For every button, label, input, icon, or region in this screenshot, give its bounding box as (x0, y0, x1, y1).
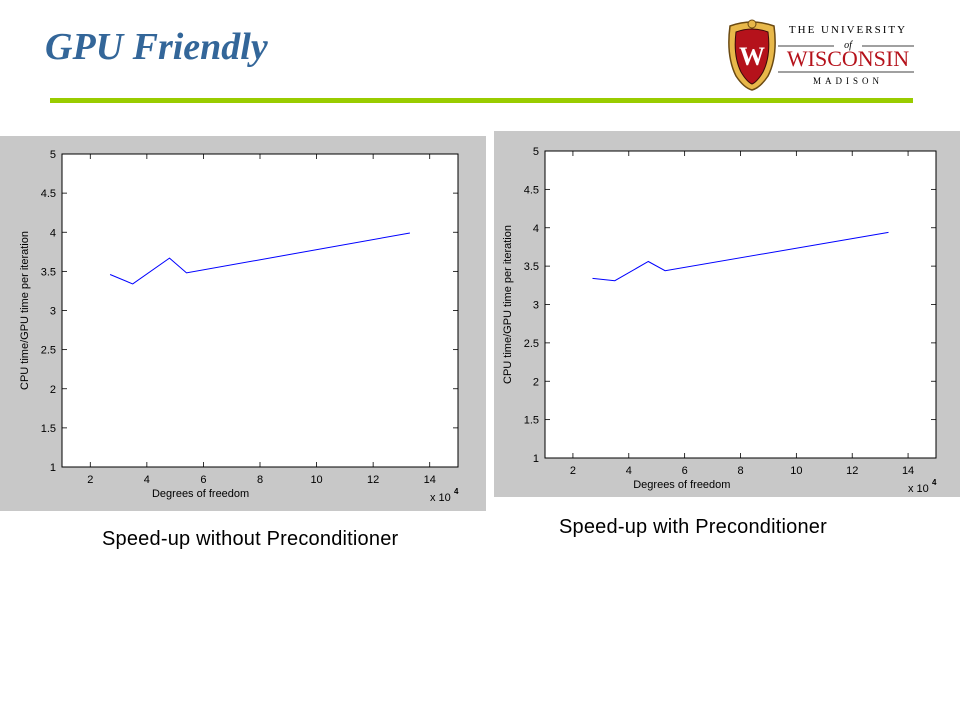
chart-1-x-tick-label: 6 (682, 465, 688, 477)
chart-1-series-0-line (592, 231, 889, 282)
chart-1-x-tick-label: 14 (902, 465, 914, 477)
chart-1-y-tick-label: 3.5 (524, 261, 539, 273)
chart-0-y-tick-label: 1 (50, 462, 56, 474)
chart-1-y-tick-label: 2.5 (524, 338, 539, 350)
chart-1-y-tick-label: 1 (533, 453, 539, 465)
logo-line4: MADISON (813, 76, 883, 86)
chart-0-y-tick-label: 5 (50, 149, 56, 161)
chart-0-x-axis-label: Degrees of freedom (152, 488, 249, 500)
chart-1-y-tick-label: 3 (533, 300, 539, 312)
caption-with-preconditioner: Speed-up with Preconditioner (559, 516, 827, 538)
chart-0-x-tick-label: 8 (257, 474, 263, 486)
logo-line2: of (844, 40, 853, 51)
chart-1-x-multiplier: x 10 (908, 483, 929, 495)
chart-0-x-multiplier-exponent: 4 (454, 487, 459, 496)
chart-0-x-tick-label: 4 (144, 474, 150, 486)
chart-0-y-tick-label: 2.5 (41, 345, 56, 357)
chart-1-x-tick-label: 12 (846, 465, 858, 477)
crest-letter: W (739, 42, 765, 71)
university-logo: W THE UNIVERSITY of WISCONSIN MADISON (728, 19, 914, 91)
chart-0-y-tick-label: 3 (50, 306, 56, 318)
chart-0-x-multiplier: x 10 (430, 492, 451, 504)
chart-1-x-tick-label: 4 (626, 465, 632, 477)
chart-1-x-tick-label: 8 (737, 465, 743, 477)
logo-line3: WISCONSIN (787, 46, 909, 71)
chart-1-y-tick-label: 4.5 (524, 184, 539, 196)
chart-0-y-tick-label: 3.5 (41, 266, 56, 278)
chart-right: 2 4 6 8 10 12 14 1 1.5 2 2.5 3 3.5 4 4.5 5 Degrees of fr… (502, 146, 937, 495)
crest-icon: W (728, 19, 776, 91)
chart-left: 2 4 6 8 10 12 14 1 1.5 2 2.5 3 3.5 4 4.5 5 Degrees of fr… (19, 149, 459, 504)
chart-panel-right: 2 4 6 8 10 12 14 1 1.5 2 2.5 3 3.5 4 4.5 5 Degrees of fr… (494, 131, 960, 497)
chart-0-x-tick-label: 12 (367, 474, 379, 486)
chart-1-y-tick-label: 1.5 (524, 415, 539, 427)
chart-0-y-tick-label: 4.5 (41, 188, 56, 200)
chart-0-plot-area (61, 153, 459, 468)
chart-0-y-axis-label: CPU time/GPU time per iteration (19, 231, 31, 390)
chart-0-y-tick-label: 2 (50, 384, 56, 396)
chart-1-y-tick-label: 4 (533, 223, 539, 235)
chart-0-x-tick-label: 2 (87, 474, 93, 486)
chart-1-x-tick-label: 10 (790, 465, 802, 477)
chart-0-y-tick-label: 4 (50, 227, 56, 239)
chart-1-x-tick-label: 2 (570, 465, 576, 477)
chart-0-y-tick-label: 1.5 (41, 423, 56, 435)
chart-panel-left: 2 4 6 8 10 12 14 1 1.5 2 2.5 3 3.5 4 4.5 5 Degrees of fr… (0, 136, 486, 511)
logo-line1: THE UNIVERSITY (789, 24, 907, 36)
chart-1-plot-area (544, 150, 937, 459)
chart-0-x-tick-label: 10 (310, 474, 322, 486)
chart-0-x-tick-label: 6 (200, 474, 206, 486)
chart-1-y-axis-label: CPU time/GPU time per iteration (502, 225, 514, 384)
slide-title: GPU Friendly (45, 26, 268, 68)
chart-1-y-tick-label: 5 (533, 146, 539, 158)
chart-0-series-0-line (109, 232, 410, 285)
chart-1-x-axis-label: Degrees of freedom (633, 479, 730, 491)
chart-1-x-multiplier-exponent: 4 (932, 478, 937, 487)
title-rule (50, 98, 913, 103)
chart-0-x-tick-label: 14 (424, 474, 436, 486)
caption-without-preconditioner: Speed-up without Preconditioner (102, 528, 399, 550)
chart-1-y-tick-label: 2 (533, 376, 539, 388)
